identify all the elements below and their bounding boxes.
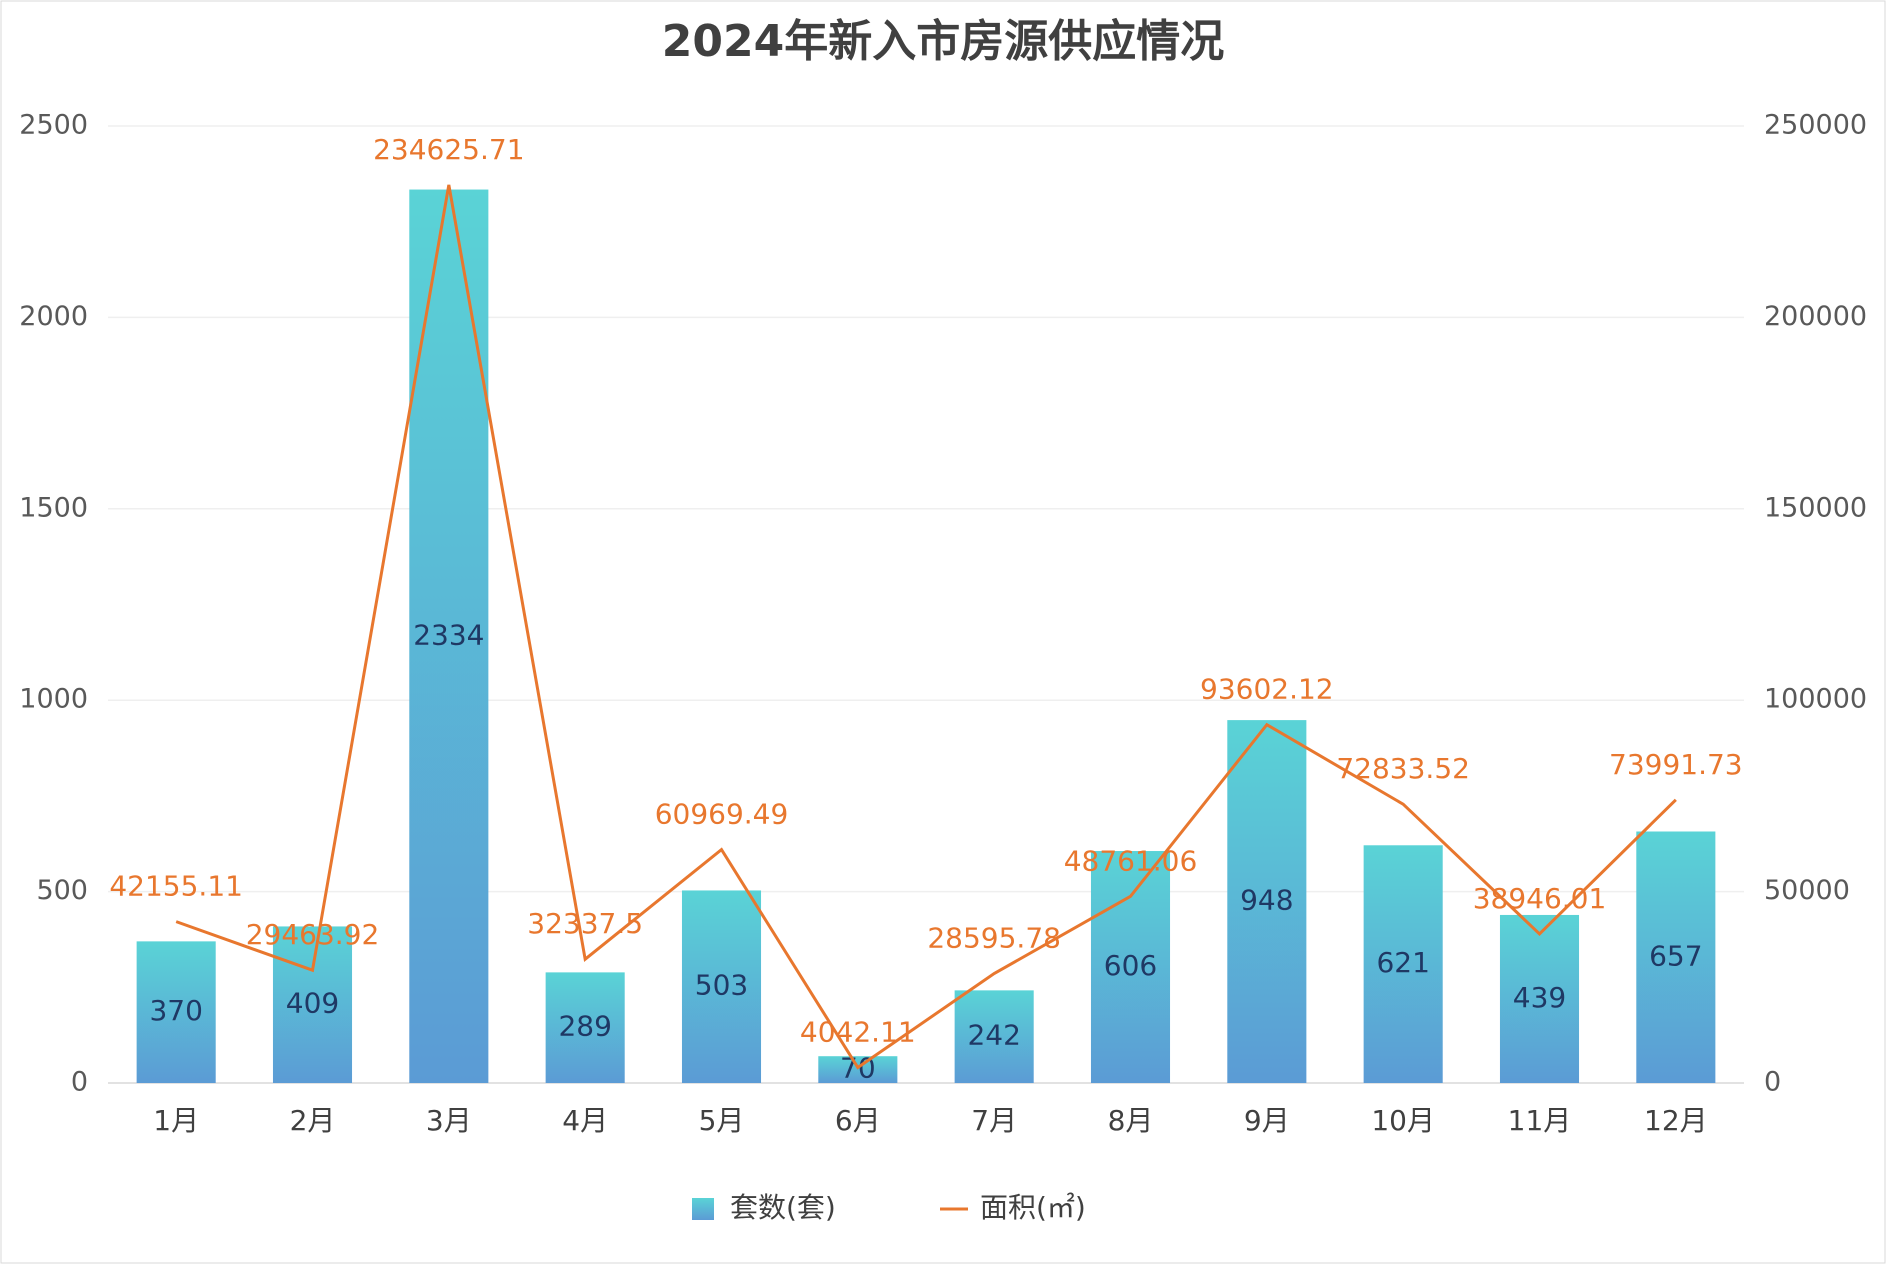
line-label: 234625.71 [373, 133, 524, 166]
line [175, 184, 1677, 1070]
bar [545, 972, 625, 1083]
y-tick-label: 2500 [19, 110, 88, 141]
line-label: 93602.12 [1200, 673, 1334, 706]
legend-swatch [692, 1198, 714, 1220]
bar-label: 606 [1104, 949, 1157, 982]
y2-tick-label: 150000 [1764, 492, 1867, 523]
y2-tick-label: 50000 [1764, 875, 1850, 906]
y2-tick-label: 250000 [1764, 110, 1867, 141]
x-tick-label: 8月 [1108, 1104, 1154, 1137]
legend-label: 面积(㎡) [980, 1191, 1086, 1224]
bar-label: 242 [967, 1019, 1020, 1052]
x-tick-label: 9月 [1244, 1104, 1290, 1137]
bar-label: 621 [1376, 946, 1429, 979]
bar [1636, 831, 1716, 1083]
y2-tick-label: 100000 [1764, 684, 1867, 715]
line-label: 60969.49 [655, 798, 789, 831]
x-tick-label: 7月 [971, 1104, 1017, 1137]
x-tick-label: 4月 [562, 1104, 608, 1137]
line-label: 38946.01 [1473, 882, 1607, 915]
line-label: 72833.52 [1336, 752, 1470, 785]
legend-label: 套数(套) [730, 1191, 836, 1224]
line-label: 29463.92 [246, 918, 380, 951]
bar-label: 948 [1240, 884, 1293, 917]
chart-title: 2024年新入市房源供应情况 [662, 16, 1224, 67]
bar-label: 409 [286, 987, 339, 1020]
x-tick-label: 6月 [835, 1104, 881, 1137]
x-tick-label: 1月 [153, 1104, 199, 1137]
bar-label: 439 [1513, 981, 1566, 1014]
x-tick-label: 3月 [426, 1104, 472, 1137]
y2-tick-label: 0 [1764, 1067, 1781, 1098]
y-tick-label: 1500 [19, 492, 88, 523]
line-label: 28595.78 [927, 922, 1061, 955]
x-tick-label: 2月 [290, 1104, 336, 1137]
bar [1499, 914, 1580, 1083]
bar [954, 990, 1034, 1083]
bar [818, 1056, 898, 1083]
bar-label: 503 [695, 969, 748, 1002]
x-tick-label: 12月 [1644, 1104, 1708, 1137]
line-label: 73991.73 [1609, 748, 1743, 781]
x-tick-label: 5月 [699, 1104, 745, 1137]
bar [1090, 851, 1171, 1083]
y-tick-label: 500 [36, 875, 88, 906]
y2-tick-label: 200000 [1764, 301, 1867, 332]
y-tick-label: 2000 [19, 301, 88, 332]
bar-label: 657 [1649, 939, 1702, 972]
bar-label: 2334 [413, 618, 484, 651]
y-tick-label: 1000 [19, 684, 88, 715]
bar [1227, 720, 1307, 1083]
line-label: 42155.11 [109, 870, 243, 903]
bar [272, 926, 353, 1083]
bar [681, 890, 762, 1083]
x-tick-label: 11月 [1508, 1104, 1572, 1137]
line-label: 4042.11 [800, 1016, 916, 1049]
bar-label: 289 [558, 1010, 611, 1043]
bar [136, 941, 216, 1083]
line-label: 48761.06 [1064, 844, 1198, 877]
y-tick-label: 0 [71, 1067, 88, 1098]
bar [1363, 845, 1443, 1083]
bar-label: 370 [149, 994, 202, 1027]
line-label: 32337.5 [527, 907, 643, 940]
x-tick-label: 10月 [1371, 1104, 1435, 1137]
